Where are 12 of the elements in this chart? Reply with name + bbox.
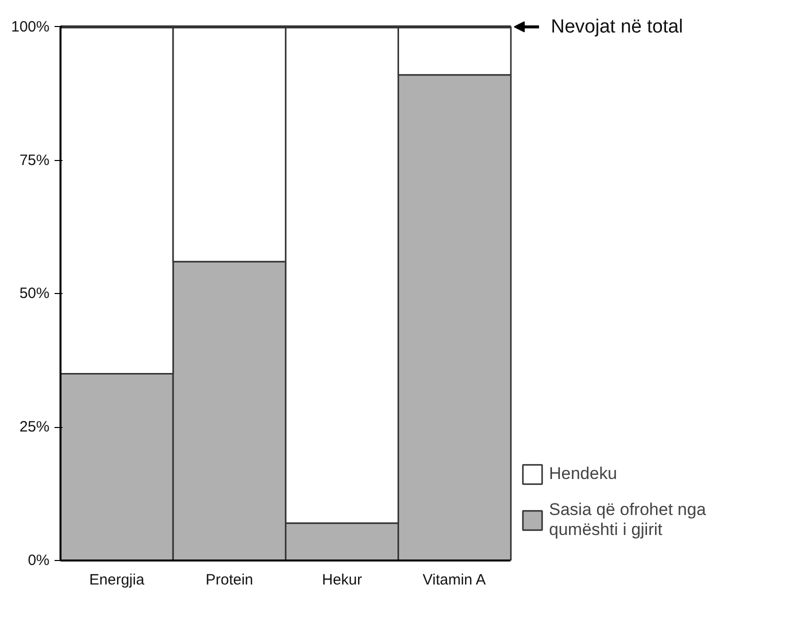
y-tick-label: 0% bbox=[28, 552, 50, 569]
y-tick-label: 75% bbox=[19, 152, 50, 169]
legend-label: Sasia që ofrohet nga qumështi i gjirit bbox=[549, 500, 706, 540]
y-tick-label: 25% bbox=[19, 418, 50, 436]
x-tick-label: Vitamin A bbox=[422, 572, 486, 588]
y-tick-label: 50% bbox=[19, 285, 50, 302]
legend-label: Hendeku bbox=[549, 464, 618, 484]
x-tick-label: Energjia bbox=[89, 572, 145, 588]
x-tick-label: Protein bbox=[206, 572, 254, 588]
x-tick-label: Hekur bbox=[322, 572, 362, 588]
y-tick-label: 100% bbox=[11, 18, 50, 36]
ref-line-label: Nevojat në total bbox=[550, 16, 683, 38]
